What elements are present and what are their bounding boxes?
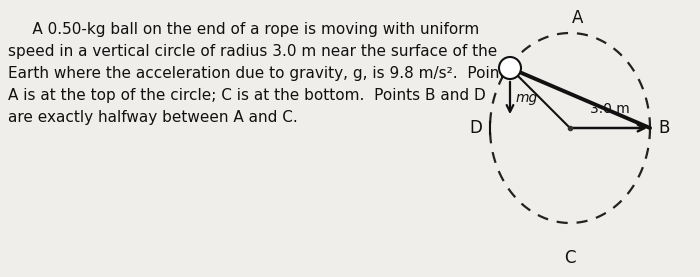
Text: A 0.50-kg ball on the end of a rope is moving with uniform: A 0.50-kg ball on the end of a rope is m… — [8, 22, 480, 37]
Text: Earth where the acceleration due to gravity, g, is 9.8 m/s².  Point: Earth where the acceleration due to grav… — [8, 66, 505, 81]
Text: speed in a vertical circle of radius 3.0 m near the surface of the: speed in a vertical circle of radius 3.0… — [8, 44, 497, 59]
Circle shape — [499, 57, 521, 79]
Text: A: A — [573, 9, 584, 27]
Text: 3.0 m: 3.0 m — [590, 102, 630, 116]
Text: A is at the top of the circle; C is at the bottom.  Points B and D: A is at the top of the circle; C is at t… — [8, 88, 486, 103]
Text: B: B — [658, 119, 669, 137]
Text: D: D — [469, 119, 482, 137]
Text: mg: mg — [516, 91, 538, 105]
Text: are exactly halfway between A and C.: are exactly halfway between A and C. — [8, 110, 298, 125]
Text: C: C — [564, 249, 575, 267]
